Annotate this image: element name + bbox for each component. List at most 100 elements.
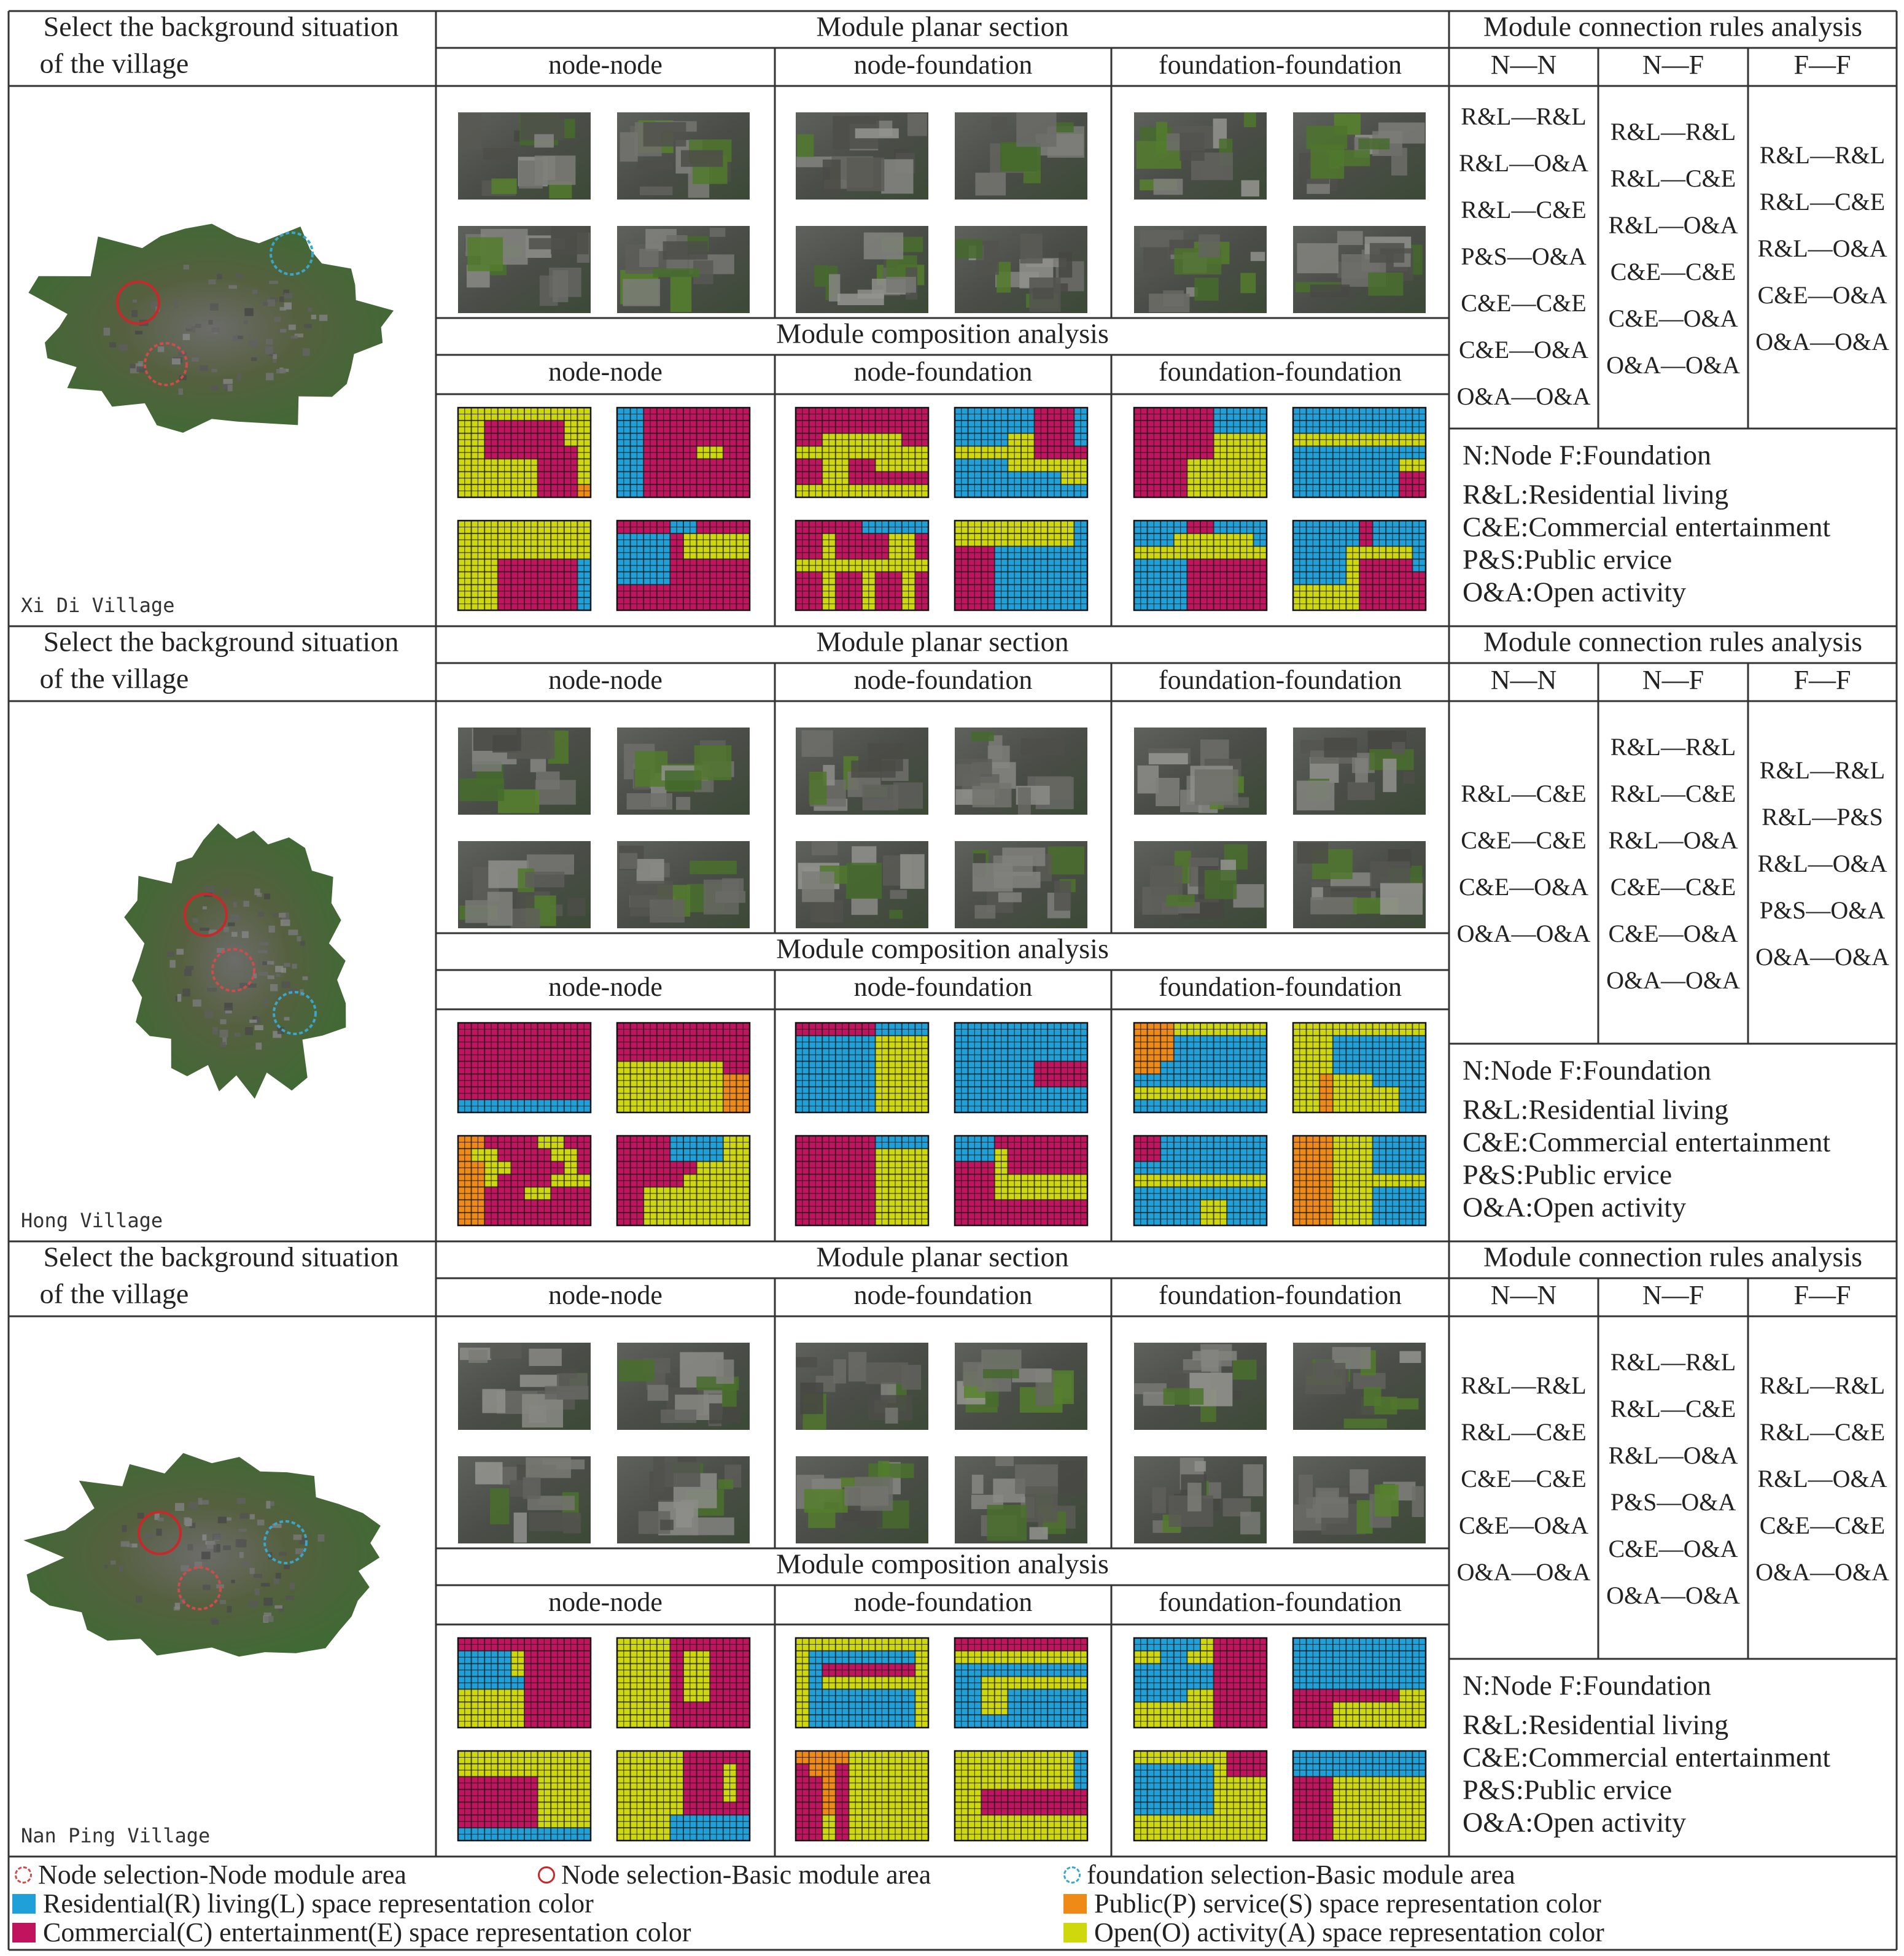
legend-foundation: foundation selection-Basic module area	[1063, 1859, 1515, 1890]
aerial-photo	[955, 1343, 1087, 1430]
rule-entry: C&E—O&A	[1459, 1512, 1588, 1539]
composition-grid	[1292, 1022, 1427, 1114]
rule-entry: R&L—R&L	[1461, 1372, 1586, 1399]
aerial-photo	[955, 1456, 1087, 1543]
commercial-swatch-icon	[12, 1922, 36, 1942]
rule-entry: C&E—C&E	[1760, 1512, 1885, 1539]
aerial-photo	[1134, 112, 1267, 200]
composition-grid	[795, 406, 930, 499]
composition-sub-header: foundation-foundation	[1159, 357, 1402, 387]
composition-grid	[457, 1750, 592, 1842]
rule-entry: C&E—O&A	[1459, 873, 1588, 901]
node-basic-circle-icon	[138, 1511, 182, 1555]
rule-entry: C&E—C&E	[1611, 258, 1736, 285]
composition-grid	[954, 519, 1089, 611]
rule-entry: R&L—O&A	[1608, 1442, 1738, 1469]
aerial-photo	[1293, 728, 1426, 815]
composition-grid	[457, 1022, 592, 1114]
composition-grid	[616, 1135, 751, 1227]
composition-grid	[795, 1750, 930, 1842]
aerial-photo	[617, 112, 750, 200]
rule-col-header: N—F	[1642, 1280, 1704, 1310]
composition-grid	[1292, 1750, 1427, 1842]
aerial-photo	[955, 728, 1087, 815]
foundation-circle-icon	[263, 1520, 308, 1564]
village-aerial-map	[124, 823, 346, 1099]
village-name-label: Nan Ping Village	[21, 1824, 210, 1847]
composition-grid	[457, 1135, 592, 1227]
legend-node-basic: Node selection-Basic module area	[538, 1859, 931, 1890]
rule-entry: C&E—O&A	[1459, 336, 1588, 363]
node-basic-circle-icon	[184, 893, 228, 937]
legend-residential: Residential(R) living(L) space represent…	[12, 1888, 594, 1919]
rule-entry: P&S—O&A	[1461, 243, 1587, 270]
aerial-photo	[955, 226, 1087, 313]
rule-entry: O&A—O&A	[1606, 351, 1740, 379]
key-line: O&A:Open activity	[1463, 576, 1686, 608]
sub-header-node-node: node-node	[548, 50, 663, 80]
open-swatch-icon	[1063, 1922, 1087, 1942]
rule-entry: R&L—R&L	[1760, 756, 1885, 784]
rule-entry: R&L—R&L	[1760, 141, 1885, 169]
composition-grid	[795, 1637, 930, 1729]
aerial-photo	[617, 728, 750, 815]
rule-col-header: F—F	[1794, 1280, 1851, 1310]
key-node-foundation: N:Node F:Foundation	[1463, 440, 1711, 471]
composition-sub-header: node-node	[548, 1587, 663, 1617]
composition-grid	[1292, 519, 1427, 611]
rule-entry: O&A—O&A	[1755, 1558, 1889, 1586]
composition-grid	[954, 1022, 1089, 1114]
red-circle-icon	[538, 1866, 555, 1884]
composition-grid	[954, 1637, 1089, 1729]
sub-header-foundation-foundation: foundation-foundation	[1159, 1280, 1402, 1310]
aerial-photo	[1293, 226, 1426, 313]
select-background-header: Select the background situation	[44, 626, 399, 658]
rule-entry: O&A—O&A	[1606, 1581, 1740, 1609]
composition-sub-header: node-node	[548, 972, 663, 1002]
aerial-photo	[1134, 226, 1267, 313]
composition-grid	[457, 519, 592, 611]
key-line: C&E:Commercial entertainment	[1463, 1127, 1830, 1158]
composition-sub-header: node-foundation	[854, 357, 1033, 387]
sub-header-node-foundation: node-foundation	[854, 50, 1033, 80]
key-line: O&A:Open activity	[1463, 1807, 1686, 1838]
rule-entry: P&S—O&A	[1760, 896, 1886, 924]
key-node-foundation: N:Node F:Foundation	[1463, 1670, 1711, 1701]
composition-grid	[1133, 519, 1268, 611]
composition-sub-header: node-foundation	[854, 972, 1033, 1002]
rule-entry: O&A—O&A	[1457, 382, 1591, 410]
select-background-header-2: of the village	[40, 1278, 189, 1310]
composition-grid	[1133, 1135, 1268, 1227]
rule-entry: C&E—O&A	[1608, 1535, 1738, 1562]
composition-grid	[616, 406, 751, 499]
select-background-header-2: of the village	[40, 663, 189, 694]
aerial-photo	[617, 1456, 750, 1543]
rule-entry: R&L—R&L	[1461, 103, 1586, 130]
composition-grid	[1133, 1637, 1268, 1729]
key-line: C&E:Commercial entertainment	[1463, 511, 1830, 543]
rule-entry: R&L—C&E	[1611, 780, 1736, 807]
key-line: R&L:Residential living	[1463, 1709, 1728, 1741]
rule-entry: O&A—O&A	[1755, 328, 1889, 355]
rule-entry: R&L—O&A	[1608, 211, 1738, 239]
composition-grid	[954, 1135, 1089, 1227]
rule-col-header: N—N	[1491, 665, 1557, 695]
sub-header-node-foundation: node-foundation	[854, 1280, 1033, 1310]
planar-section-header: Module planar section	[816, 11, 1068, 42]
rule-entry: C&E—C&E	[1461, 826, 1586, 854]
aerial-photo	[1134, 728, 1267, 815]
aerial-photo	[458, 1343, 591, 1430]
aerial-photo	[955, 112, 1087, 200]
key-line: O&A:Open activity	[1463, 1192, 1686, 1223]
foundation-circle-icon	[273, 991, 317, 1035]
rule-col-header: F—F	[1794, 665, 1851, 695]
key-line: R&L:Residential living	[1463, 479, 1728, 510]
rule-col-header: N—N	[1491, 1280, 1557, 1310]
aerial-photo	[617, 226, 750, 313]
composition-grid	[954, 1750, 1089, 1842]
composition-sub-header: node-node	[548, 357, 663, 387]
aerial-photo	[796, 226, 928, 313]
key-line: C&E:Commercial entertainment	[1463, 1742, 1830, 1773]
planar-section-header: Module planar section	[816, 1241, 1068, 1273]
rule-entry: O&A—O&A	[1457, 1558, 1591, 1586]
